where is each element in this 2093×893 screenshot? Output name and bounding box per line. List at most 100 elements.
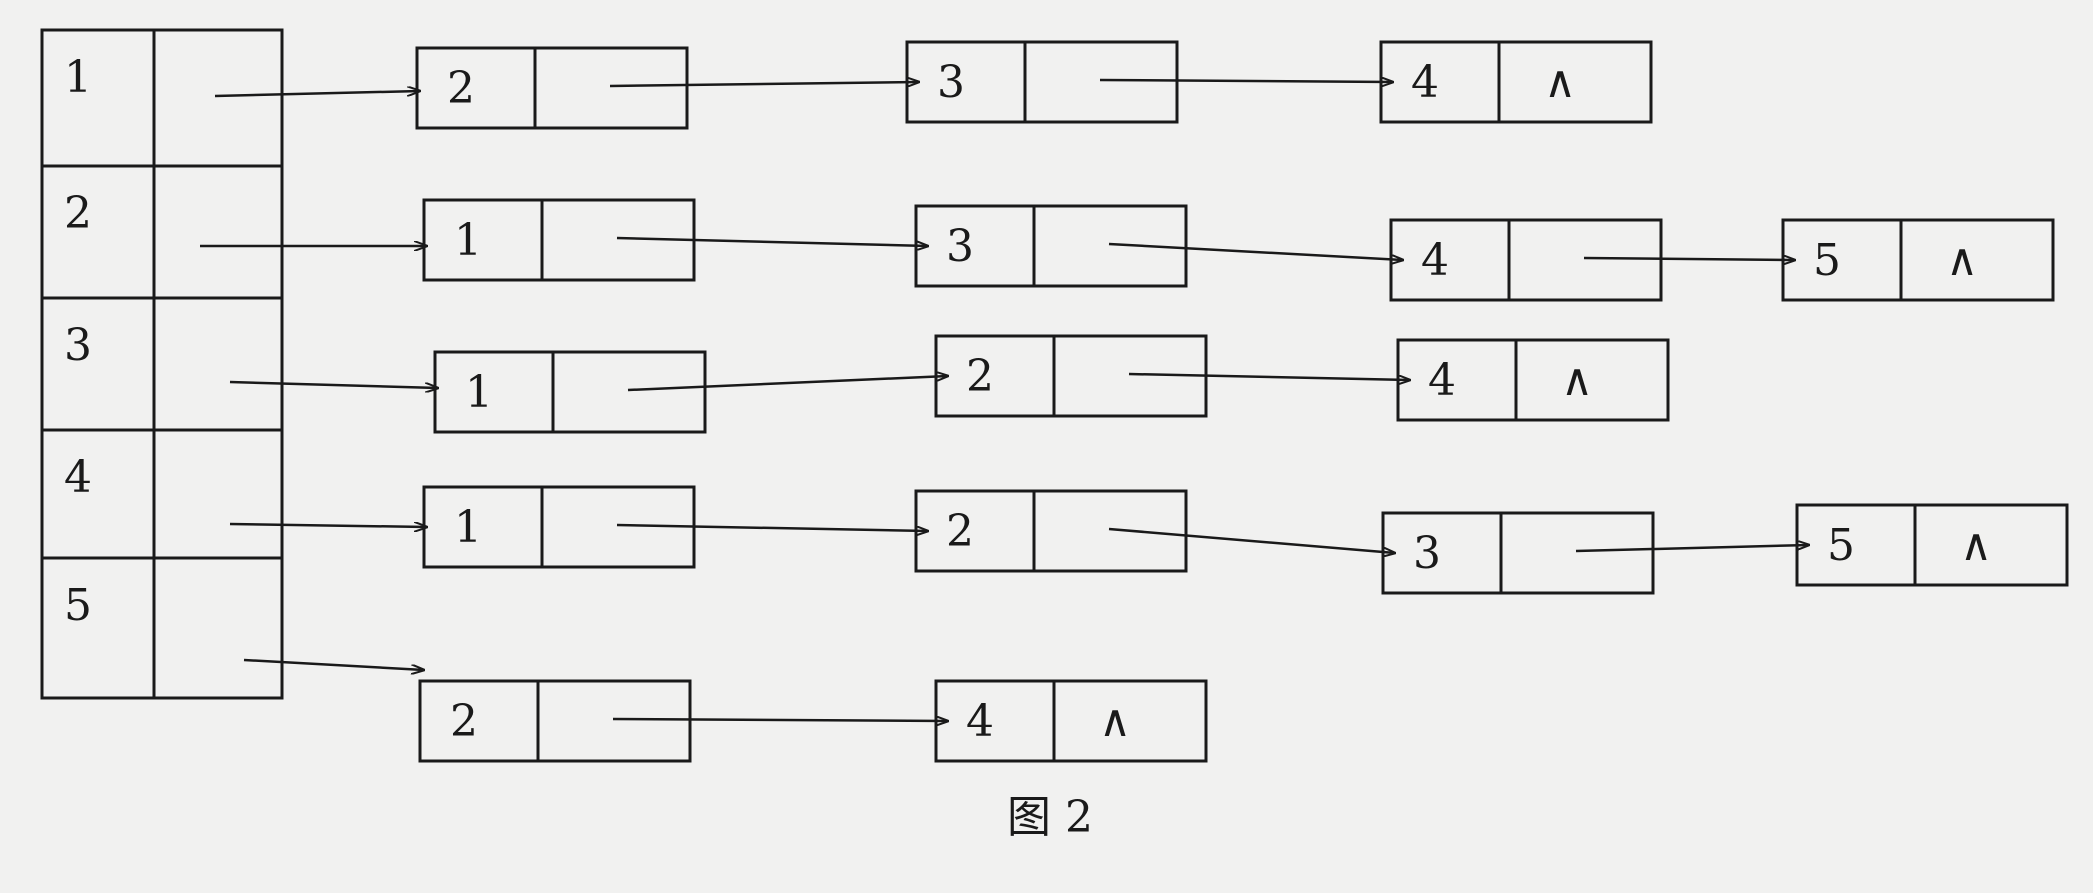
list-node: 4 bbox=[1389, 218, 1663, 302]
node-next-cell bbox=[1507, 218, 1663, 302]
node-next-cell bbox=[551, 350, 707, 434]
list-node: 4 ∧ bbox=[1396, 338, 1670, 422]
head-pointer-arrow bbox=[214, 91, 420, 98]
list-node: 2 bbox=[415, 46, 689, 130]
head-pointer-cell bbox=[152, 556, 284, 700]
list-node: 2 bbox=[418, 679, 692, 763]
null-pointer-symbol: ∧ bbox=[1946, 235, 1978, 286]
node-value-cell bbox=[422, 485, 544, 569]
node-value-label: 3 bbox=[946, 221, 974, 272]
node-value-label: 2 bbox=[450, 696, 478, 747]
node-value-label: 5 bbox=[1813, 235, 1841, 286]
node-next-cell bbox=[1913, 503, 2069, 587]
head-pointer-cell bbox=[152, 164, 284, 300]
node-next-cell bbox=[1032, 204, 1188, 288]
node-value-label: 5 bbox=[1827, 520, 1855, 571]
head-row: 4 bbox=[40, 428, 284, 560]
node-value-label: 3 bbox=[1413, 528, 1441, 579]
adjacency-list-row: 1 2 3 5 ∧ bbox=[422, 485, 2069, 595]
head-vertex-label: 5 bbox=[64, 580, 92, 631]
list-node: 1 bbox=[422, 485, 696, 569]
node-value-label: 1 bbox=[454, 502, 482, 553]
node-next-cell bbox=[1497, 40, 1653, 124]
node-next-arrow bbox=[616, 523, 928, 531]
list-node: 1 bbox=[433, 350, 707, 434]
node-next-arrow bbox=[609, 82, 919, 88]
node-value-cell bbox=[1795, 503, 1917, 587]
node-value-label: 3 bbox=[937, 57, 965, 108]
node-next-cell bbox=[536, 679, 692, 763]
node-value-label: 1 bbox=[454, 215, 482, 266]
list-node: 3 bbox=[1381, 511, 1655, 595]
head-row: 1 bbox=[40, 28, 284, 168]
node-next-arrow bbox=[616, 236, 928, 246]
node-value-cell bbox=[934, 334, 1056, 418]
list-node: 4 ∧ bbox=[934, 679, 1208, 763]
node-value-cell bbox=[1396, 338, 1518, 422]
head-vertex-cell bbox=[40, 428, 156, 560]
head-row: 5 bbox=[40, 556, 284, 700]
head-pointer-cell bbox=[152, 28, 284, 168]
adjacency-list-row: 1 3 4 5 ∧ bbox=[422, 198, 2055, 302]
node-value-cell bbox=[1381, 511, 1503, 595]
head-pointer-cell bbox=[152, 428, 284, 560]
list-node: 5 ∧ bbox=[1795, 503, 2069, 587]
node-value-cell bbox=[914, 489, 1036, 573]
node-next-arrow bbox=[1575, 545, 1809, 553]
vertex-head-table: 1 2 3 4 5 bbox=[40, 28, 284, 700]
node-next-cell bbox=[533, 46, 689, 130]
head-pointer-arrow bbox=[229, 380, 438, 388]
node-next-arrow bbox=[1108, 527, 1395, 553]
node-value-cell bbox=[1781, 218, 1903, 302]
node-value-label: 2 bbox=[966, 351, 994, 402]
null-pointer-symbol: ∧ bbox=[1960, 520, 1992, 571]
head-vertex-label: 3 bbox=[64, 320, 92, 371]
node-value-label: 4 bbox=[1428, 355, 1456, 406]
node-value-cell bbox=[934, 679, 1056, 763]
node-value-cell bbox=[433, 350, 555, 434]
node-next-cell bbox=[1499, 511, 1655, 595]
node-next-arrow bbox=[1128, 372, 1410, 380]
head-vertex-cell bbox=[40, 164, 156, 300]
node-value-cell bbox=[415, 46, 537, 130]
node-value-cell bbox=[905, 40, 1027, 124]
list-node: 3 bbox=[905, 40, 1179, 124]
node-next-cell bbox=[1899, 218, 2055, 302]
null-pointer-symbol: ∧ bbox=[1544, 57, 1576, 108]
head-vertex-cell bbox=[40, 28, 156, 168]
node-value-label: 4 bbox=[966, 696, 994, 747]
node-next-arrow bbox=[1583, 258, 1795, 260]
node-next-cell bbox=[1052, 679, 1208, 763]
head-vertex-label: 2 bbox=[64, 188, 92, 239]
node-value-cell bbox=[1389, 218, 1511, 302]
adjacency-lists: 2 3 4 ∧1 3 4 5 ∧1 2 4 ∧1 2 3 5 ∧2 4 ∧ bbox=[415, 40, 2069, 763]
node-next-arrow bbox=[627, 376, 948, 392]
node-next-arrow bbox=[612, 719, 948, 721]
node-value-label: 2 bbox=[447, 63, 475, 114]
node-value-cell bbox=[914, 204, 1036, 288]
node-value-cell bbox=[422, 198, 544, 282]
head-vertex-label: 1 bbox=[64, 52, 92, 103]
node-value-cell bbox=[418, 679, 540, 763]
node-next-cell bbox=[1514, 338, 1670, 422]
figure-caption: 图 2 bbox=[1007, 792, 1093, 843]
node-value-label: 1 bbox=[465, 367, 493, 418]
adjacency-list-row: 2 4 ∧ bbox=[418, 679, 1208, 763]
node-next-cell bbox=[1023, 40, 1179, 124]
node-next-arrow bbox=[1099, 80, 1393, 82]
node-value-label: 4 bbox=[1411, 57, 1439, 108]
head-vertex-cell bbox=[40, 556, 156, 700]
head-row: 3 bbox=[40, 296, 284, 432]
adjacency-list-row: 1 2 4 ∧ bbox=[433, 334, 1670, 434]
head-pointer-arrow bbox=[243, 658, 424, 670]
node-value-cell bbox=[1379, 40, 1501, 124]
head-vertex-label: 4 bbox=[64, 452, 92, 503]
node-value-label: 4 bbox=[1421, 235, 1449, 286]
list-node: 5 ∧ bbox=[1781, 218, 2055, 302]
node-next-cell bbox=[1032, 489, 1188, 573]
list-node: 2 bbox=[914, 489, 1188, 573]
null-pointer-symbol: ∧ bbox=[1099, 696, 1131, 747]
null-pointer-symbol: ∧ bbox=[1561, 355, 1593, 406]
head-pointer-cell bbox=[152, 296, 284, 432]
node-next-arrow bbox=[1108, 242, 1403, 260]
